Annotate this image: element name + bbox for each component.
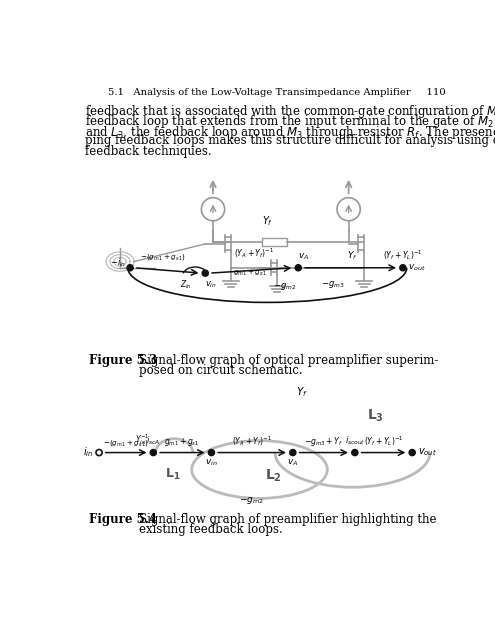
Text: Signal-flow graph of optical preamplifier superim-: Signal-flow graph of optical preamplifie… (140, 354, 439, 367)
Text: and $L_3$, the feedback loop around $M_3$ through resistor $R_f$. The presence o: and $L_3$, the feedback loop around $M_3… (85, 124, 495, 141)
Circle shape (290, 449, 296, 456)
Text: $v_{out}$: $v_{out}$ (418, 447, 437, 458)
Text: Figure 5.4: Figure 5.4 (89, 513, 157, 525)
Text: ping feedback loops makes this structure difficult for analysis using convention: ping feedback loops makes this structure… (85, 134, 495, 147)
Circle shape (202, 270, 208, 276)
Text: $(Y_A+Y_f)^{-1}$: $(Y_A+Y_f)^{-1}$ (232, 434, 272, 448)
Text: feedback loop that extends from the input terminal to the gate of $M_2$ through : feedback loop that extends from the inpu… (85, 113, 495, 131)
Circle shape (409, 449, 415, 456)
Text: $Y_f$: $Y_f$ (262, 214, 273, 228)
Circle shape (295, 265, 301, 271)
Text: 5.1   Analysis of the Low-Voltage Transimpedance Amplifier     110: 5.1 Analysis of the Low-Voltage Transimp… (108, 88, 446, 97)
Text: $-g_{m2}$: $-g_{m2}$ (240, 495, 264, 506)
Text: $Y_f$: $Y_f$ (347, 250, 358, 262)
Text: $i_{scout}$: $i_{scout}$ (345, 435, 365, 447)
Text: posed on circuit schematic.: posed on circuit schematic. (140, 364, 303, 377)
Text: $Z_{in}$: $Z_{in}$ (180, 278, 192, 291)
Text: Figure 5.3: Figure 5.3 (89, 354, 157, 367)
Text: $-i_{in}$: $-i_{in}$ (110, 256, 126, 269)
Text: $-(g_{m1}+g_{s1})$: $-(g_{m1}+g_{s1})$ (103, 438, 149, 448)
Text: $Y_{in}^{-1}$: $Y_{in}^{-1}$ (135, 432, 149, 447)
Text: $v_A$: $v_A$ (287, 458, 298, 468)
Circle shape (352, 449, 358, 456)
Text: $-(g_{m1}+g_{s1})$: $-(g_{m1}+g_{s1})$ (140, 252, 186, 262)
Text: $v_A$: $v_A$ (298, 252, 309, 262)
Text: $v_{in}$: $v_{in}$ (205, 458, 218, 468)
Text: feedback techniques.: feedback techniques. (85, 145, 212, 157)
Text: $(Y_f+Y_L)^{-1}$: $(Y_f+Y_L)^{-1}$ (383, 248, 423, 262)
FancyBboxPatch shape (262, 239, 287, 246)
Text: $g_{m1}+g_{s1}$: $g_{m1}+g_{s1}$ (233, 268, 267, 278)
Circle shape (400, 265, 406, 271)
Text: $(Y_f+Y_L)^{-1}$: $(Y_f+Y_L)^{-1}$ (364, 434, 403, 448)
Text: $-g_{m3}+Y_f$: $-g_{m3}+Y_f$ (304, 435, 343, 448)
Text: $\mathbf{L_1}$: $\mathbf{L_1}$ (165, 467, 181, 481)
Text: $i_{scA}$: $i_{scA}$ (146, 435, 160, 447)
Text: $-g_{m3}$: $-g_{m3}$ (321, 278, 345, 289)
Text: $i_{in}$: $i_{in}$ (83, 445, 94, 460)
Text: feedback that is associated with the common-gate configuration of $M_1$, $L_2$, : feedback that is associated with the com… (85, 103, 495, 120)
Text: $-g_{m2}$: $-g_{m2}$ (273, 281, 296, 292)
Text: $Y_f$: $Y_f$ (296, 385, 308, 399)
Circle shape (127, 265, 133, 271)
Text: existing feedback loops.: existing feedback loops. (140, 523, 283, 536)
Circle shape (150, 449, 156, 456)
Text: $v_{in}$: $v_{in}$ (205, 279, 217, 290)
Text: $v_{out}$: $v_{out}$ (407, 262, 425, 273)
Text: $g_{m1}+g_{s1}$: $g_{m1}+g_{s1}$ (164, 436, 200, 448)
Text: Signal-flow graph of preamplifier highlighting the: Signal-flow graph of preamplifier highli… (140, 513, 437, 525)
Text: $\mathbf{L_2}$: $\mathbf{L_2}$ (265, 467, 282, 484)
Circle shape (208, 449, 214, 456)
Text: $(Y_A+Y_f)^{-1}$: $(Y_A+Y_f)^{-1}$ (234, 246, 274, 260)
Text: $\mathbf{L_3}$: $\mathbf{L_3}$ (367, 408, 384, 424)
